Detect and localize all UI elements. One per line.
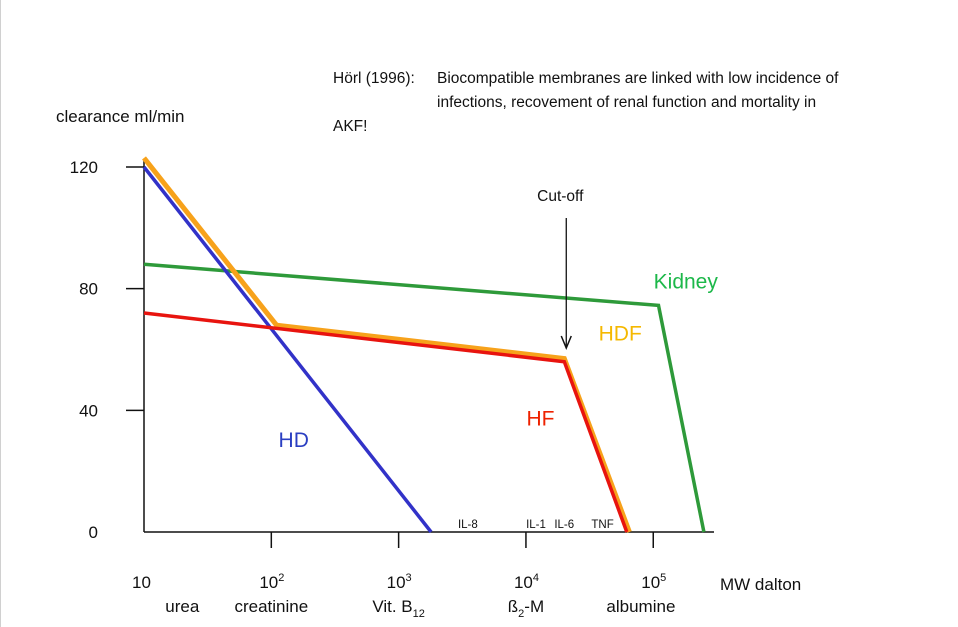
cytokine-label-il-1: IL-1 <box>526 519 546 531</box>
cutoff-label: Cut-off <box>537 188 584 205</box>
x-tick-label-1000: 103 <box>387 572 412 592</box>
cytokine-label-il-6: IL-6 <box>554 519 574 531</box>
series-line-hf <box>143 311 629 533</box>
axes: 120 80 40 0 10 102 103 104 105 urea creatinine Vit.… <box>70 158 714 620</box>
labels-layer: Kidney HDF HF HD Cut-off <box>279 188 719 452</box>
x-axis-title: MW dalton <box>720 575 801 594</box>
annotation-line2: infections, recovement of renal function… <box>437 94 816 111</box>
y-tick-label-80: 80 <box>79 280 98 299</box>
series-layer <box>142 156 706 534</box>
series-label-hdf: HDF <box>599 322 642 345</box>
annotation-line1: Biocompatible membranes are linked with … <box>437 70 839 87</box>
x-tick-label-100000: 105 <box>641 572 666 592</box>
y-tick-label-120: 120 <box>70 158 98 177</box>
y-tick-label-40: 40 <box>79 401 98 420</box>
y-tick-label-0: 0 <box>89 523 98 542</box>
x-tick-label-10: 10 <box>132 573 151 592</box>
molecule-label-3: Vit. B12 <box>372 597 425 620</box>
cytokine-label-il-8: IL-8 <box>458 519 478 531</box>
cytokine-label-tnf: TNF <box>591 519 613 531</box>
left-edge-rule <box>0 0 1 627</box>
x-tick-label-10000: 104 <box>514 572 539 592</box>
cutoff-arrow-head <box>560 335 572 350</box>
molecule-label-1: urea <box>165 597 200 616</box>
annotation-text: Hörl (1996): Biocompatible membranes are… <box>333 70 839 135</box>
molecule-label-5: albumine <box>606 597 675 616</box>
x-tick-label-100: 102 <box>259 572 284 592</box>
annotation-lead: Hörl (1996): <box>333 70 415 87</box>
y-axis-title: clearance ml/min <box>56 107 185 126</box>
series-label-hd: HD <box>279 429 309 452</box>
molecule-label-2: creatinine <box>234 597 308 616</box>
series-line-kidney <box>143 262 706 533</box>
series-label-kidney: Kidney <box>654 271 719 294</box>
molecule-label-4: ß2-M <box>508 597 544 620</box>
annotation-line3: AKF! <box>333 118 367 135</box>
series-line-hdf <box>142 156 632 533</box>
series-label-hf: HF <box>526 408 554 431</box>
series-line-hd <box>142 165 433 534</box>
